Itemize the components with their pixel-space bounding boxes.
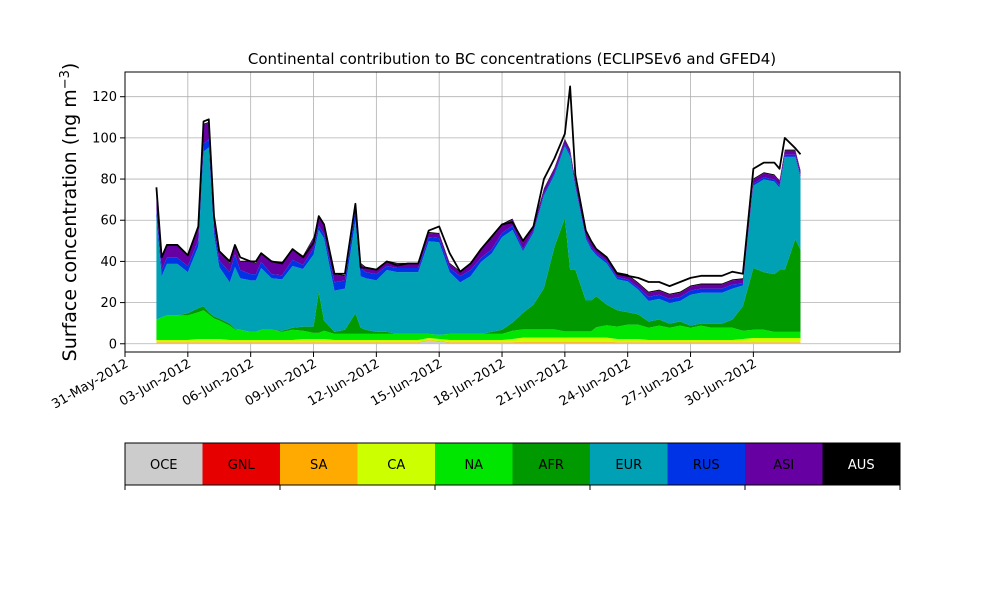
legend-swatch-rus xyxy=(667,443,745,485)
legend-swatch-gnl xyxy=(202,443,280,485)
legend-swatch-aus xyxy=(822,443,900,485)
y-tick-label-1: 20 xyxy=(100,296,117,311)
legend-swatch-asi xyxy=(745,443,823,485)
area-rus xyxy=(156,139,801,303)
plot-frame xyxy=(124,71,901,353)
legend-label-oce: OCE xyxy=(150,458,178,473)
legend-swatch-ca xyxy=(357,443,435,485)
y-tick-label-3: 60 xyxy=(100,214,117,229)
area-asi xyxy=(156,122,801,299)
y-tick-label-2: 40 xyxy=(100,255,117,270)
x-tick-label-0: 31-May-2012 xyxy=(49,356,131,412)
legend-label-sa: SA xyxy=(310,458,327,473)
area-ca xyxy=(156,337,801,343)
legend-label-ca: CA xyxy=(387,458,405,473)
legend-label-eur: EUR xyxy=(615,458,642,473)
y-tick-label-0: 0 xyxy=(109,337,117,352)
legend-label-afr: AFR xyxy=(539,458,564,473)
area-eur xyxy=(156,146,801,335)
legend-label-asi: ASI xyxy=(773,458,794,473)
legend-label-gnl: GNL xyxy=(228,458,256,473)
chart-title: Continental contribution to BC concentra… xyxy=(248,50,776,68)
y-tick-label-6: 120 xyxy=(92,90,117,105)
legend-label-aus: AUS xyxy=(848,458,875,473)
legend-frame xyxy=(124,442,901,486)
legend-swatch-sa xyxy=(280,443,358,485)
y-axis-label-superscript: −3 xyxy=(58,70,73,89)
area-oce xyxy=(156,340,801,344)
legend-swatch-oce xyxy=(125,443,203,485)
stacked-areas xyxy=(156,121,801,344)
total-concentration-line xyxy=(155,85,802,288)
area-afr xyxy=(156,218,801,335)
area-sa xyxy=(156,340,801,343)
y-axis-label: Surface concentration (ng m−3) xyxy=(58,63,81,362)
legend-label-na: NA xyxy=(464,458,483,473)
y-axis-label-suffix: ) xyxy=(59,63,81,70)
y-axis-label-main: Surface concentration (ng m xyxy=(59,89,81,361)
legend-swatch-na xyxy=(435,443,513,485)
legend-label-rus: RUS xyxy=(693,458,720,473)
legend: OCE GNL SA CA NA AFR EUR RUS ASI AUS xyxy=(124,442,901,490)
y-tick-label-5: 100 xyxy=(92,131,117,146)
legend-swatch-eur xyxy=(590,443,668,485)
y-tick-label-4: 80 xyxy=(100,173,117,188)
area-na xyxy=(156,310,801,341)
total-line xyxy=(155,85,802,288)
legend-swatch-afr xyxy=(512,443,590,485)
x-tick-label-10: 30-Jun-2012 xyxy=(683,356,760,409)
